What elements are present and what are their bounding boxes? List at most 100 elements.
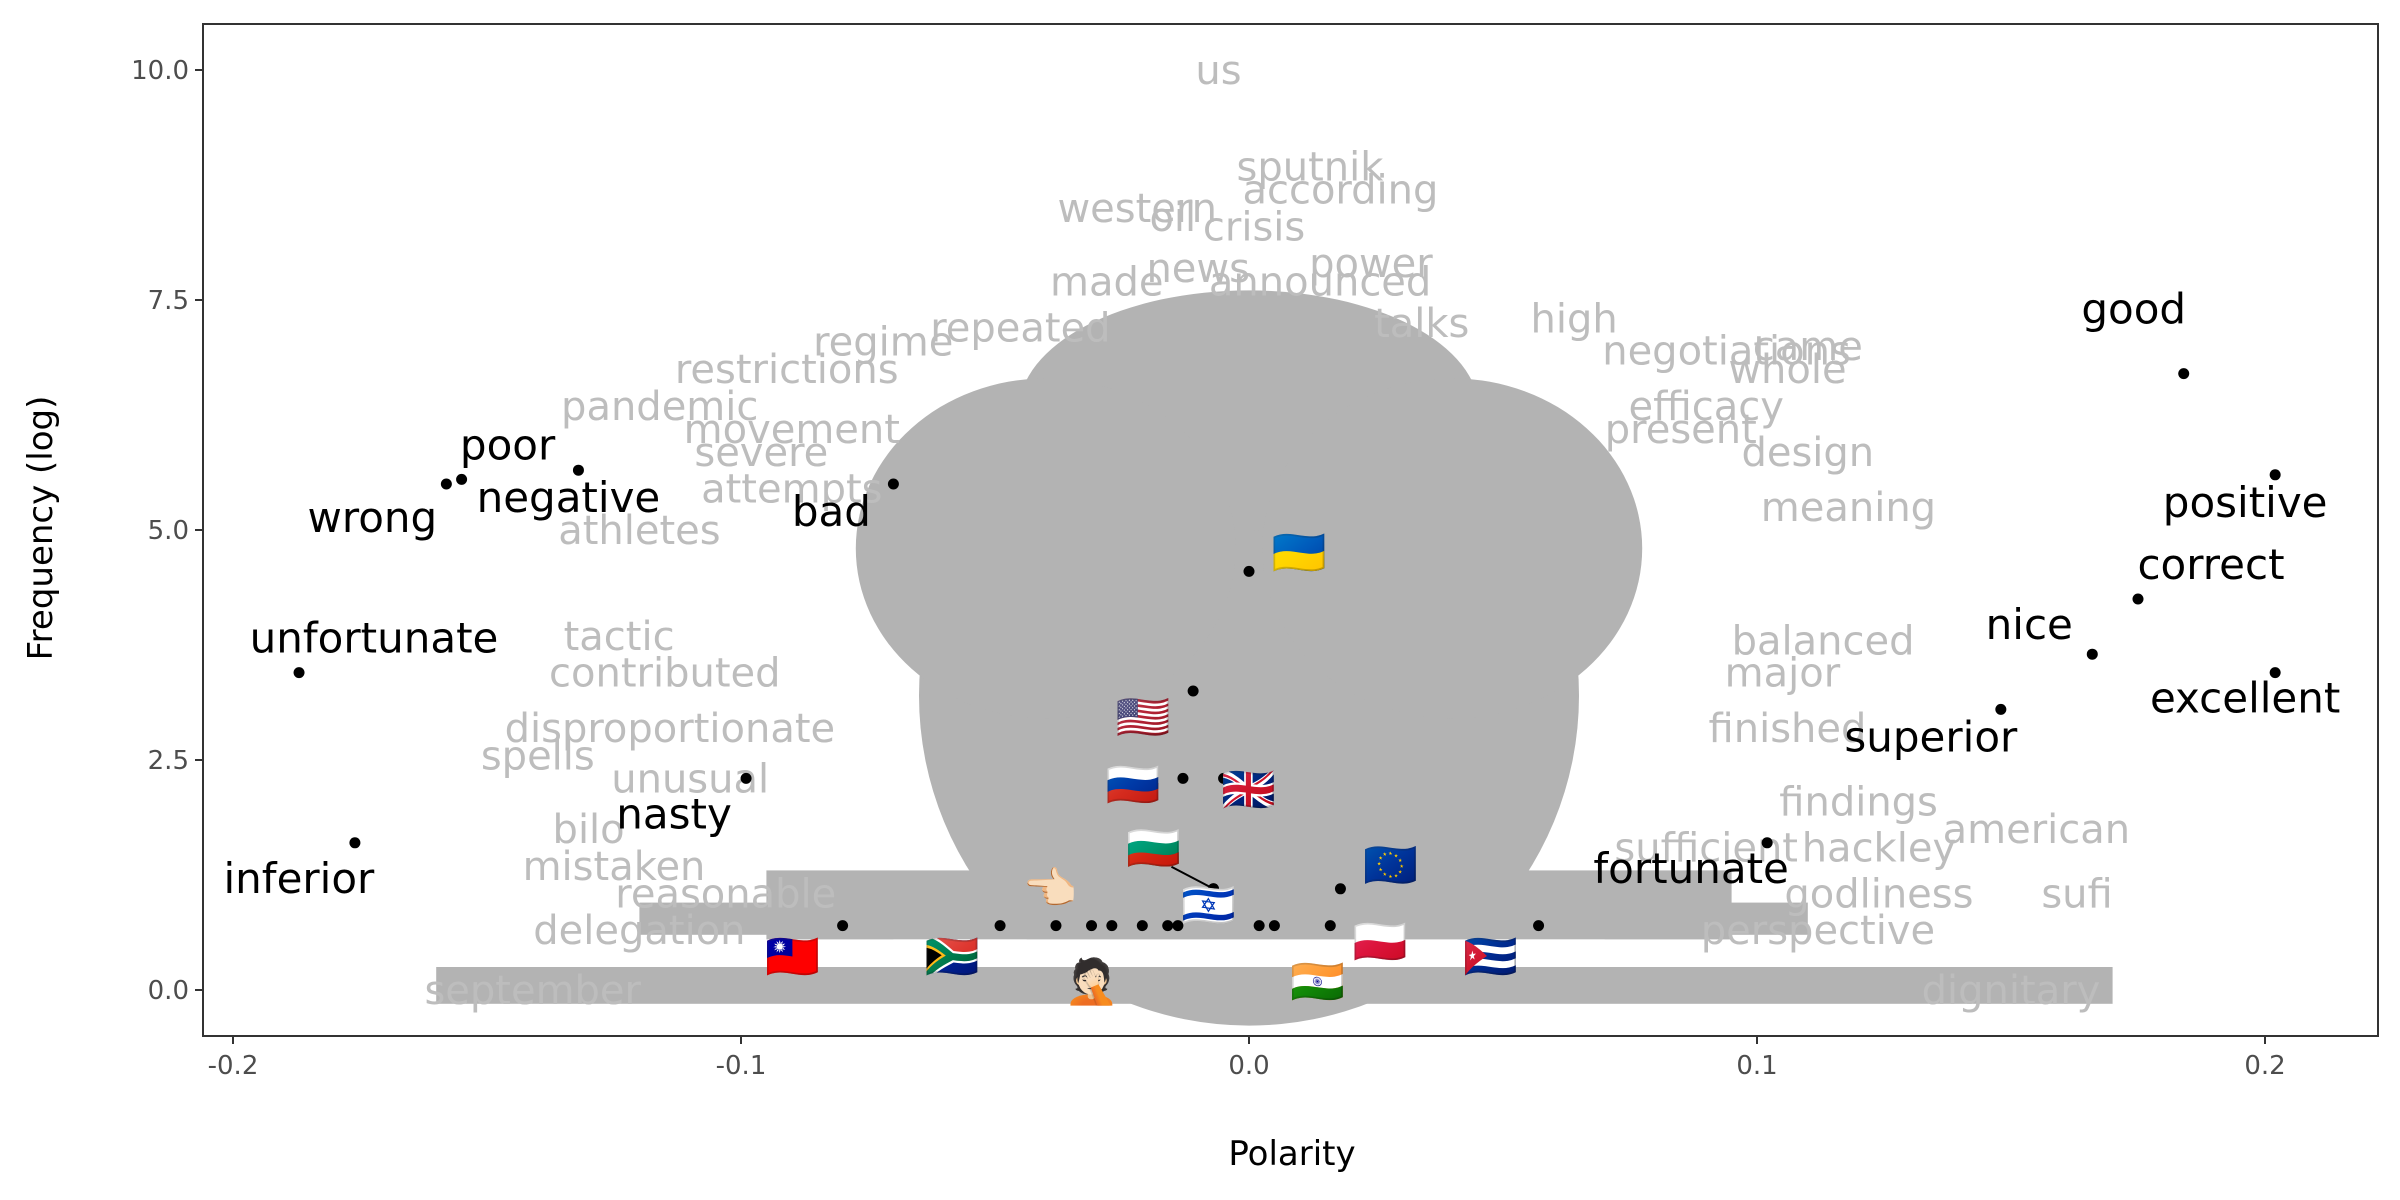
cloud-left xyxy=(855,378,1236,719)
label-good: good xyxy=(2081,285,2186,334)
flag-point xyxy=(837,920,849,932)
cloud-gap xyxy=(893,939,1605,967)
flag-point xyxy=(1334,883,1346,895)
background-word: attempts xyxy=(701,467,882,513)
background-word: according xyxy=(1242,168,1438,214)
background-word: present xyxy=(1605,407,1757,453)
background-word: design xyxy=(1741,430,1874,476)
label-excellent: excellent xyxy=(2150,674,2340,723)
point xyxy=(1106,920,1118,932)
background-word: movement xyxy=(684,407,900,453)
background-word: high xyxy=(1531,296,1618,342)
point xyxy=(1253,920,1265,932)
x-tick-label: 0.2 xyxy=(2244,1051,2285,1081)
background-word: godliness xyxy=(1784,871,1973,917)
y-tick-label: 10.0 xyxy=(131,56,189,86)
background-word: whole xyxy=(1728,347,1846,393)
background-word: talks xyxy=(1374,301,1469,347)
background-word: september xyxy=(424,968,641,1014)
flag-point xyxy=(1177,772,1189,784)
x-tick-label: 0.1 xyxy=(1736,1051,1777,1081)
flag-icon: 🇮🇳 xyxy=(1290,957,1345,1008)
y-tick-label: 0.0 xyxy=(148,976,189,1006)
flag-icon: 🤦🏻 xyxy=(1064,955,1119,1008)
background-word: finished xyxy=(1709,706,1867,752)
background-word: perspective xyxy=(1701,908,1935,954)
background-word: us xyxy=(1195,48,1241,94)
cloud-band-bottom xyxy=(436,967,2113,1004)
background-word: announced xyxy=(1209,260,1431,306)
background-word: negotiations xyxy=(1602,329,1851,375)
y-tick-label: 2.5 xyxy=(148,746,189,776)
flag-icon: 🇿🇦 xyxy=(925,932,980,983)
point-negative xyxy=(572,464,584,476)
background-word: major xyxy=(1725,651,1841,697)
label-poor: poor xyxy=(460,420,556,469)
point-nasty xyxy=(740,772,752,784)
flag-icon: 🇨🇺 xyxy=(1463,932,1518,983)
background-word: severe xyxy=(694,430,828,476)
x-tick-label: 0.0 xyxy=(1228,1051,1269,1081)
x-tick-label: -0.2 xyxy=(208,1051,259,1081)
background-word: american xyxy=(1943,807,2131,853)
background-word: findings xyxy=(1779,779,1938,825)
label-positive: positive xyxy=(2163,478,2328,527)
flag-icon: 🇧🇬 xyxy=(1126,823,1181,874)
background-word: crisis xyxy=(1203,204,1305,250)
point-fortunate xyxy=(1761,837,1773,849)
points-layer xyxy=(293,368,2281,932)
background-word: tactic xyxy=(564,614,675,660)
background-word: dignitary xyxy=(1922,968,2101,1014)
point xyxy=(1136,920,1148,932)
flag-point xyxy=(1218,772,1230,784)
flag-point xyxy=(994,920,1006,932)
background-word: efficacy xyxy=(1628,384,1783,430)
background-word: meaning xyxy=(1761,485,1936,531)
label-wrong: wrong xyxy=(308,493,438,542)
y-tick-label: 5.0 xyxy=(148,516,189,546)
background-word: athletes xyxy=(558,508,720,554)
background-word: bilo xyxy=(553,807,625,853)
label-nice: nice xyxy=(1986,600,2073,649)
point-positive xyxy=(2269,469,2281,481)
label-correct: correct xyxy=(2137,540,2284,589)
background-word: came xyxy=(1753,324,1863,370)
point-excellent xyxy=(2269,667,2281,679)
flag-icon: 🇺🇦 xyxy=(1272,527,1327,578)
background-word: reasonable xyxy=(615,871,836,917)
background-word: made xyxy=(1050,260,1163,306)
background-word: western xyxy=(1057,186,1217,232)
point xyxy=(1162,920,1174,932)
label-negative: negative xyxy=(477,473,661,522)
point xyxy=(1172,920,1184,932)
background-word: oil xyxy=(1149,195,1196,241)
background-word: mistaken xyxy=(523,844,706,890)
flag-icon: 🇹🇼 xyxy=(765,932,820,983)
point-wrong xyxy=(440,478,452,490)
y-axis-title: Frequency (log) xyxy=(21,396,61,661)
flag-point xyxy=(1324,920,1336,932)
point-unfortunate xyxy=(293,667,305,679)
flag-point xyxy=(1243,565,1255,577)
point-good xyxy=(2178,368,2190,380)
labels-layer: good positive correct nice excellent superior… xyxy=(224,285,2341,1008)
flag-point xyxy=(1086,920,1098,932)
background-word: news xyxy=(1146,246,1250,292)
label-nasty: nasty xyxy=(616,789,732,838)
point-poor xyxy=(456,473,468,485)
background-word: spells xyxy=(481,733,595,779)
point-superior xyxy=(1995,703,2007,715)
flag-icon: 🇷🇺 xyxy=(1106,759,1161,810)
flag-icon: 🇮🇱 xyxy=(1181,880,1236,931)
label-superior: superior xyxy=(1844,712,2018,761)
background-word: delegation xyxy=(533,908,745,954)
point-inferior xyxy=(349,837,361,849)
background-word: sputnik xyxy=(1237,145,1385,191)
word-cloud-texture xyxy=(436,290,2113,1026)
label-unfortunate: unfortunate xyxy=(250,614,499,663)
background-word: restrictions xyxy=(675,347,899,393)
y-tick-label: 7.5 xyxy=(148,286,189,316)
background-word: repeated xyxy=(930,306,1110,352)
flag-point xyxy=(1187,685,1199,697)
flag-icon: 🇺🇸 xyxy=(1116,692,1171,743)
